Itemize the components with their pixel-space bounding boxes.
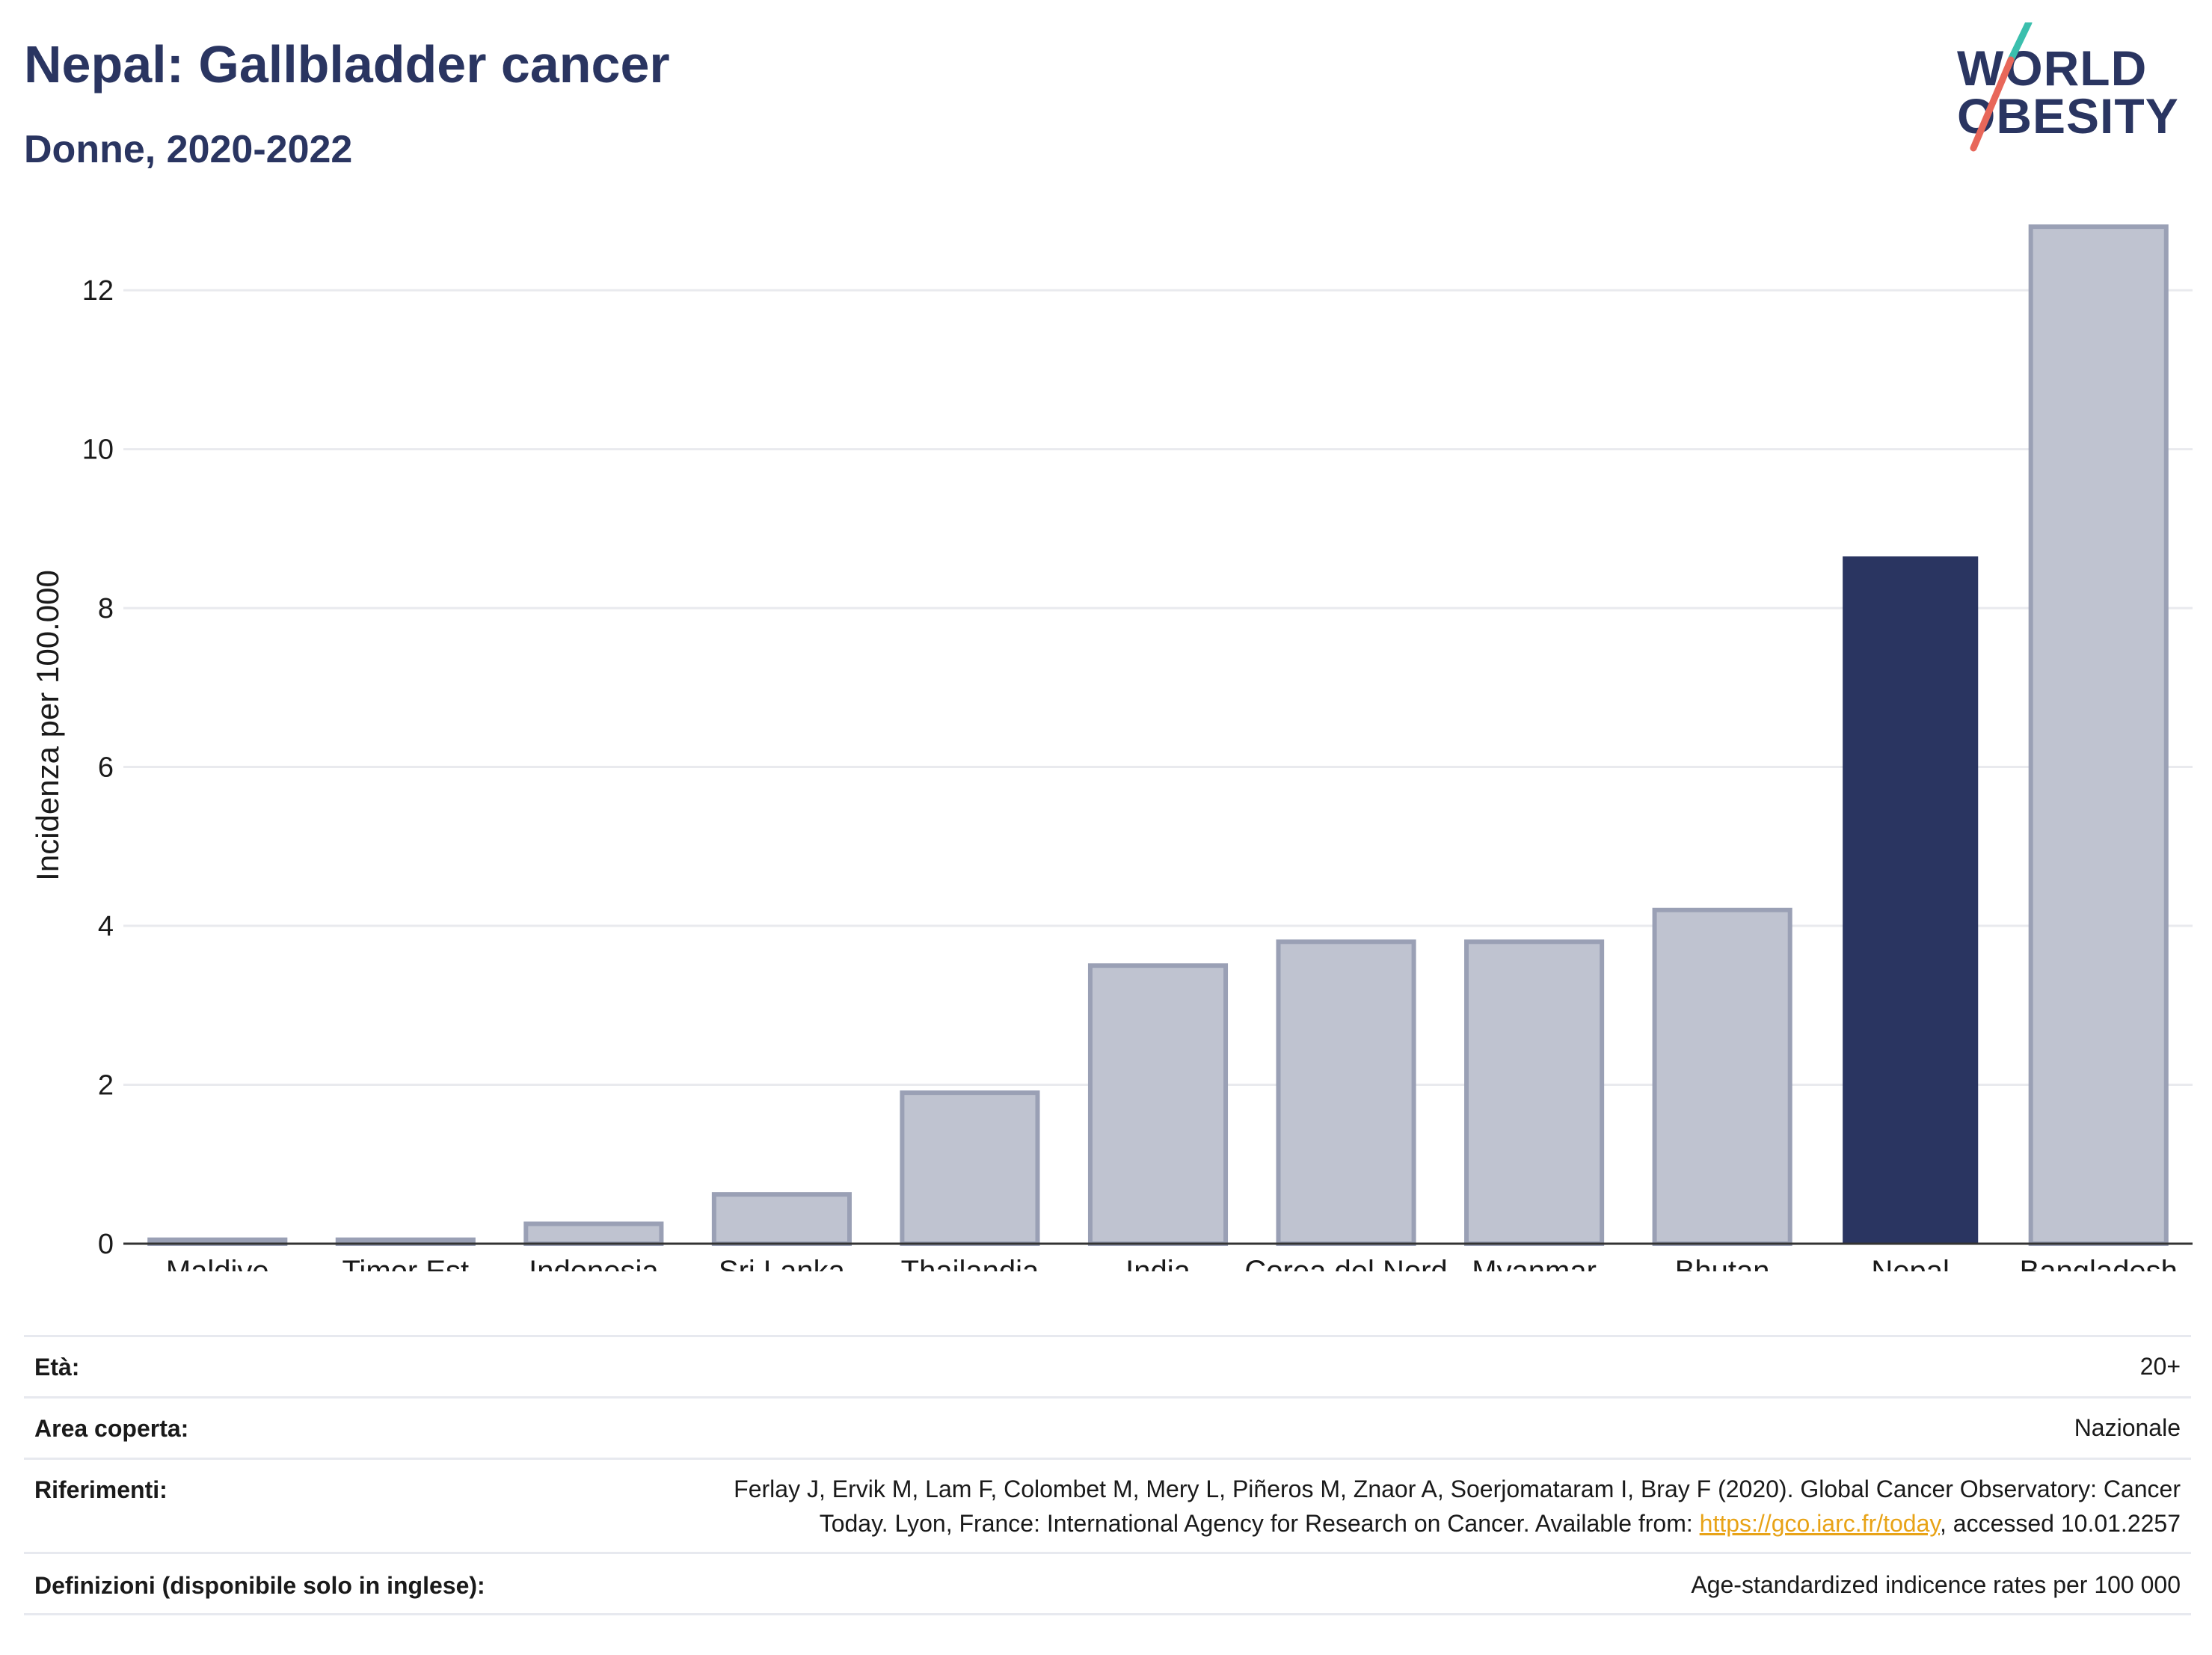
bar-nepal[interactable] xyxy=(1843,556,1979,1244)
meta-row-definitions: Definizioni (disponibile solo in inglese… xyxy=(24,1552,2191,1615)
x-tick-label: Timor Est xyxy=(342,1255,469,1271)
axes: 0 2 4 6 8 10 12 Maldive Timor Est Indonesia Sri La… xyxy=(82,275,2193,1271)
age-label: Età: xyxy=(34,1354,80,1381)
y-tick-label: 10 xyxy=(82,435,114,466)
definitions-value: Age-standardized indicence rates per 100… xyxy=(1691,1571,2181,1598)
references-line1: Ferlay J, Ervik M, Lam F, Colombet M, Me… xyxy=(734,1476,2181,1502)
meta-bottom-border xyxy=(24,1613,2191,1615)
chart-subtitle: Donne, 2020-2022 xyxy=(24,128,353,171)
x-tick-label: Bhutan xyxy=(1675,1255,1770,1271)
area-value: Nazionale xyxy=(2074,1414,2181,1441)
references-link[interactable]: https://gco.iarc.fr/today xyxy=(1699,1510,1940,1537)
references-line2-end: , accessed 10.01.2257 xyxy=(1939,1510,2181,1537)
bar-indonesia[interactable] xyxy=(523,1221,664,1246)
bar-corea-del-nord[interactable] xyxy=(1276,939,1416,1246)
x-tick-label: Nepal xyxy=(1871,1255,1950,1271)
x-tick-label: Sri Lanka xyxy=(719,1255,846,1271)
x-tick-label: Indonesia xyxy=(529,1255,659,1271)
x-tick-label: Myanmar xyxy=(1472,1255,1597,1271)
x-tick-label: Thailandia xyxy=(901,1255,1039,1271)
x-tick-label: Bangladesh xyxy=(2020,1255,2178,1271)
bar-india[interactable] xyxy=(1087,963,1229,1246)
bar-bangladesh[interactable] xyxy=(2028,224,2169,1246)
references-label: Riferimenti: xyxy=(34,1476,168,1503)
x-tick-label: Corea del Nord xyxy=(1244,1255,1447,1271)
meta-row-area: Area coperta: Nazionale xyxy=(24,1396,2191,1460)
y-axis-label: Incidenza per 100.000 xyxy=(30,570,65,881)
x-tick-label: Maldive xyxy=(166,1255,269,1271)
bar-thailandia[interactable] xyxy=(900,1090,1040,1246)
y-tick-label: 8 xyxy=(98,593,114,624)
meta-row-age: Età: 20+ xyxy=(24,1335,2191,1398)
y-tick-label: 4 xyxy=(98,911,114,942)
bar-chart: 0 2 4 6 8 10 12 Maldive Timor Est Indonesia Sri La… xyxy=(30,224,2193,1271)
y-tick-label: 6 xyxy=(98,752,114,784)
area-label: Area coperta: xyxy=(34,1415,189,1442)
bars xyxy=(147,224,2169,1247)
world-obesity-logo: WORLD OBESITY xyxy=(1948,22,2202,157)
references-line2-text: Today. Lyon, France: International Agenc… xyxy=(819,1510,1700,1537)
bar-sri-lanka[interactable] xyxy=(711,1192,852,1247)
y-tick-label: 2 xyxy=(98,1070,114,1102)
logo-text-line1: WORLD xyxy=(1957,40,2148,96)
y-tick-label: 12 xyxy=(82,275,114,307)
bar-myanmar[interactable] xyxy=(1464,939,1605,1246)
age-value: 20+ xyxy=(2139,1353,2181,1380)
definitions-label: Definizioni (disponibile solo in inglese… xyxy=(34,1572,485,1599)
y-tick-label: 0 xyxy=(98,1229,114,1260)
meta-row-references: Riferimenti: Ferlay J, Ervik M, Lam F, C… xyxy=(24,1458,2191,1554)
references-line2: Today. Lyon, France: International Agenc… xyxy=(461,1506,2181,1541)
chart-title: Nepal: Gallbladder cancer xyxy=(24,35,670,93)
references-value: Ferlay J, Ervik M, Lam F, Colombet M, Me… xyxy=(461,1472,2181,1541)
logo-slash-icon xyxy=(1970,22,2033,152)
x-tick-label: India xyxy=(1125,1255,1191,1271)
bar-bhutan[interactable] xyxy=(1652,907,1792,1247)
